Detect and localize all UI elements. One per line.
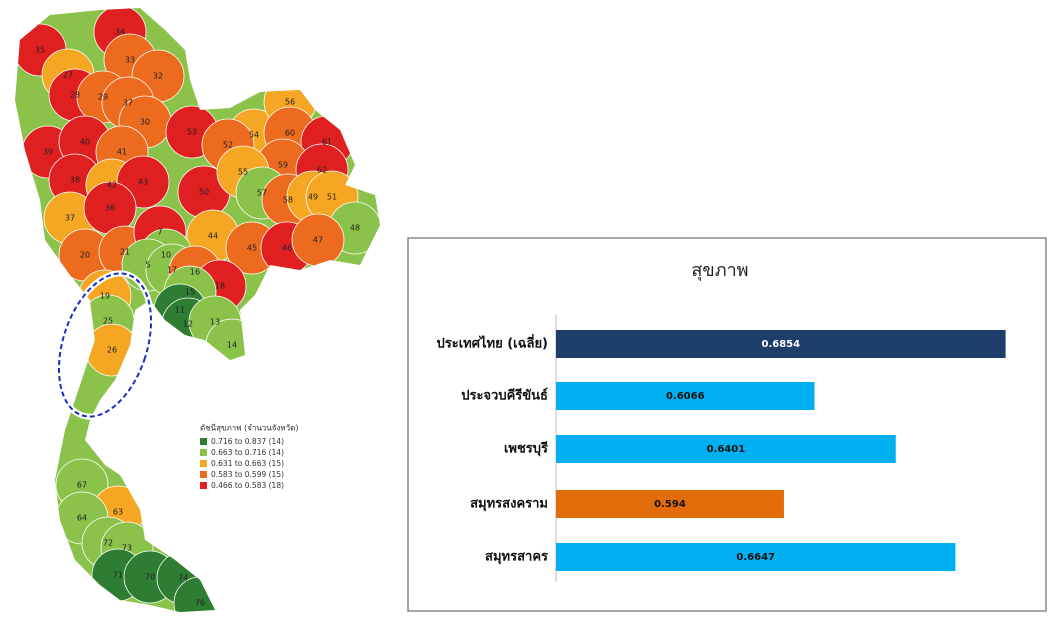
province-label: 41	[117, 148, 127, 157]
province-label: 36	[105, 204, 115, 213]
province-label: 11	[175, 306, 185, 315]
province-label: 33	[125, 56, 135, 65]
province-label: 13	[210, 318, 220, 327]
bars: ประเทศไทย (เฉลี่ย) 0.6854 ประจวบคีรีขันธ์ 0…	[437, 330, 1006, 571]
legend-label: 0.716 to 0.837 (14)	[211, 437, 284, 446]
value-label: 0.6647	[736, 552, 775, 563]
value-label: 0.594	[654, 499, 686, 510]
legend-label: 0.583 to 0.599 (15)	[211, 470, 284, 479]
legend-swatch	[200, 471, 207, 478]
province-label: 59	[278, 161, 288, 170]
legend: 0.716 to 0.837 (14) 0.663 to 0.716 (14) 0.…	[200, 437, 284, 490]
bar	[556, 490, 784, 518]
province-label: 20	[80, 251, 90, 260]
province-label: 47	[313, 236, 323, 245]
legend-label: 0.663 to 0.716 (14)	[211, 448, 284, 457]
province-label: 70	[145, 573, 155, 582]
province-label: 52	[223, 141, 233, 150]
province-label: 19	[100, 292, 110, 301]
province-label: 38	[70, 176, 80, 185]
province-label: 73	[122, 544, 132, 553]
province-label: 51	[327, 193, 337, 202]
category-label: ประจวบคีรีขันธ์	[461, 388, 548, 404]
province-label: 21	[120, 248, 130, 257]
province-label: 74	[178, 574, 188, 583]
legend-swatch	[200, 482, 207, 489]
province-label: 49	[308, 193, 318, 202]
category-label: เพชรบุรี	[504, 441, 548, 457]
category-label: สมุทรสงคราม	[470, 497, 548, 512]
province-label: 25	[103, 317, 113, 326]
province-label: 40	[80, 138, 90, 147]
province-label: 56	[285, 98, 295, 107]
legend-label: 0.631 to 0.663 (15)	[211, 459, 284, 468]
province-label: 76	[195, 599, 205, 608]
province-label: 14	[227, 341, 237, 350]
province-label: 48	[350, 224, 360, 233]
province-label: 58	[283, 196, 293, 205]
chart-title: สุขภาพ	[691, 260, 748, 281]
province-label: 57	[257, 189, 267, 198]
province-label: 72	[103, 539, 113, 548]
province-label: 32	[153, 72, 163, 81]
province-label: 37	[123, 99, 133, 108]
province-label: 17	[167, 266, 177, 275]
legend-title: ดัชนีสุขภาพ (จำนวนจังหวัด)	[200, 424, 298, 433]
province-label: 35	[35, 46, 45, 55]
province-label: 53	[187, 128, 197, 137]
bar	[556, 435, 896, 463]
province-label: 12	[183, 320, 193, 329]
highlight-ellipse	[57, 272, 153, 418]
province-label: 46	[282, 244, 292, 253]
province-label: 42	[107, 181, 117, 190]
province-label: 18	[215, 282, 225, 291]
province-label: 61	[322, 138, 332, 147]
province-label: 7	[157, 228, 162, 237]
province-label: 27	[63, 71, 73, 80]
legend-swatch	[200, 449, 207, 456]
province-label: 29	[98, 93, 108, 102]
province-label: 44	[208, 232, 218, 241]
province-label: 50	[199, 188, 209, 197]
bar	[556, 543, 956, 571]
province-label: 43	[138, 178, 148, 187]
province-label: 45	[247, 244, 257, 253]
bar	[556, 382, 815, 410]
province-label: 63	[113, 508, 123, 517]
province-label: 67	[77, 481, 87, 490]
category-label: ประเทศไทย (เฉลี่ย)	[437, 334, 549, 352]
province-label: 28	[70, 91, 80, 100]
province-label: 55	[238, 168, 248, 177]
value-label: 0.6401	[707, 444, 746, 455]
value-label: 0.6066	[666, 391, 705, 402]
legend-swatch	[200, 438, 207, 445]
legend-swatch	[200, 460, 207, 467]
value-label: 0.6854	[762, 339, 801, 350]
province-label: 64	[77, 514, 87, 523]
province-label: 54	[249, 131, 259, 140]
province-label: 10	[161, 251, 171, 260]
map	[15, 8, 380, 612]
province-label: 5	[145, 261, 150, 270]
legend-label: 0.466 to 0.583 (18)	[211, 481, 284, 490]
province-label: 37	[65, 214, 75, 223]
province-label: 30	[140, 118, 150, 127]
category-label: สมุทรสาคร	[485, 550, 548, 565]
map-labels: 35 34 27 33 32 28 29 37 30 39 40 41 53 54 56 60 61 52 59 62…	[35, 28, 360, 608]
bar	[556, 330, 1006, 358]
province-label: 71	[113, 571, 123, 580]
province-label: 34	[115, 28, 125, 37]
province-label: 60	[285, 129, 295, 138]
province-label: 16	[190, 268, 200, 277]
province-label: 39	[43, 148, 53, 157]
province-label: 26	[107, 346, 117, 355]
province-label: 15	[185, 288, 195, 297]
province-label: 62	[317, 166, 327, 175]
